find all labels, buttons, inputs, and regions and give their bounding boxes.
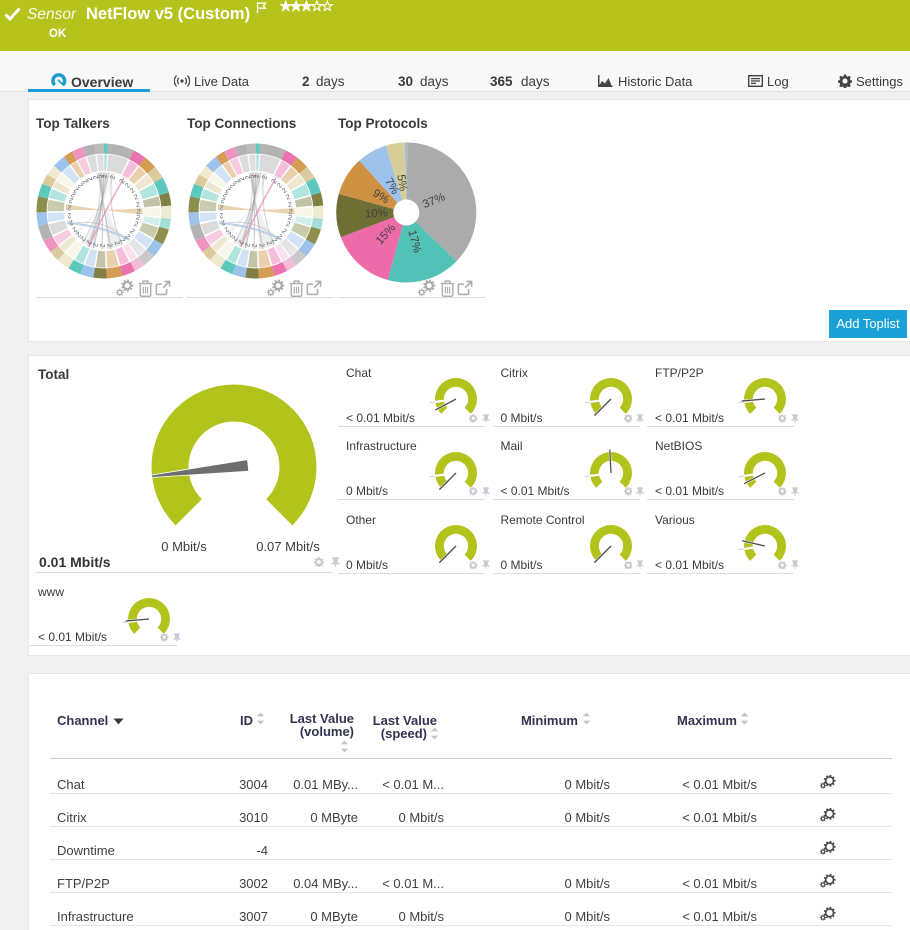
svg-text:2: 2 xyxy=(67,204,72,211)
svg-text:2: 2 xyxy=(102,174,109,178)
svg-text:2: 2 xyxy=(74,230,82,238)
svg-text:2: 2 xyxy=(284,221,290,229)
svg-text:2: 2 xyxy=(71,225,78,233)
svg-text:2: 2 xyxy=(82,178,90,185)
svg-text:2: 2 xyxy=(123,233,131,241)
svg-text:2: 2 xyxy=(257,243,265,248)
svg-text:2: 2 xyxy=(109,175,117,181)
svg-text:2: 2 xyxy=(226,230,234,238)
svg-text:2: 2 xyxy=(288,208,292,215)
svg-text:2: 2 xyxy=(137,208,141,215)
svg-text:2: 2 xyxy=(238,176,246,182)
svg-text:5%: 5% xyxy=(394,174,408,192)
svg-text:2: 2 xyxy=(219,204,224,211)
svg-text:17%: 17% xyxy=(405,229,423,254)
svg-text:2: 2 xyxy=(136,201,141,209)
svg-text:2: 2 xyxy=(233,178,241,185)
svg-text:2: 2 xyxy=(287,201,292,209)
svg-text:2: 2 xyxy=(270,237,278,244)
svg-text:2: 2 xyxy=(84,239,92,246)
svg-text:2: 2 xyxy=(253,174,260,178)
svg-text:2: 2 xyxy=(220,218,226,226)
svg-text:2: 2 xyxy=(224,185,231,193)
svg-text:10%: 10% xyxy=(364,207,388,220)
svg-text:2: 2 xyxy=(70,190,77,198)
svg-text:2: 2 xyxy=(77,181,85,189)
svg-text:2: 2 xyxy=(264,240,272,246)
svg-text:2: 2 xyxy=(73,185,80,193)
svg-text:2: 2 xyxy=(250,174,257,178)
svg-text:2: 2 xyxy=(285,194,291,202)
svg-text:2: 2 xyxy=(244,174,252,179)
svg-text:2: 2 xyxy=(280,228,287,236)
svg-text:2: 2 xyxy=(118,237,126,244)
svg-text:2: 2 xyxy=(236,239,244,246)
svg-text:2: 2 xyxy=(276,182,284,190)
svg-text:2: 2 xyxy=(67,211,72,218)
svg-text:2: 2 xyxy=(78,235,86,242)
svg-text:2: 2 xyxy=(249,244,256,248)
svg-text:2: 2 xyxy=(93,174,101,179)
svg-text:2: 2 xyxy=(275,233,283,241)
svg-text:2: 2 xyxy=(68,218,74,226)
svg-text:2: 2 xyxy=(119,178,127,185)
svg-text:2: 2 xyxy=(270,178,278,185)
svg-text:2: 2 xyxy=(242,242,250,248)
svg-text:2: 2 xyxy=(98,174,105,178)
svg-text:2: 2 xyxy=(91,242,99,248)
svg-text:2: 2 xyxy=(129,187,136,195)
svg-text:2: 2 xyxy=(105,243,113,248)
svg-text:2: 2 xyxy=(98,244,105,248)
svg-text:2: 2 xyxy=(230,235,238,242)
svg-text:2: 2 xyxy=(261,175,269,181)
svg-text:2: 2 xyxy=(222,225,229,233)
svg-text:2: 2 xyxy=(133,194,139,202)
svg-text:2: 2 xyxy=(220,196,226,204)
svg-text:2: 2 xyxy=(135,214,140,222)
svg-text:2: 2 xyxy=(124,182,132,190)
svg-text:2: 2 xyxy=(228,181,236,189)
svg-text:2: 2 xyxy=(113,240,121,246)
svg-text:2: 2 xyxy=(218,211,223,218)
svg-text:2: 2 xyxy=(68,196,74,204)
svg-text:2: 2 xyxy=(128,228,135,236)
svg-text:2: 2 xyxy=(287,214,292,222)
svg-text:2: 2 xyxy=(280,187,287,195)
svg-text:2: 2 xyxy=(86,176,94,182)
svg-text:2: 2 xyxy=(133,221,139,229)
svg-text:2: 2 xyxy=(222,190,229,198)
